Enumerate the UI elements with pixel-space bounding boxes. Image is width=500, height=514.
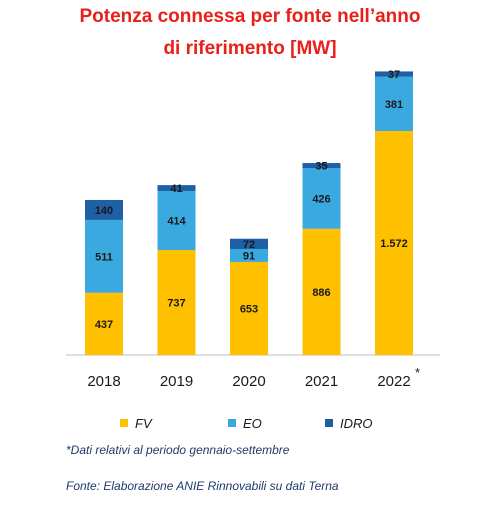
bar-idro-2020: [230, 238, 268, 249]
data-label-eo-2022: 381: [385, 99, 403, 111]
bar-fv-2018: [85, 292, 123, 355]
bar-eo-2018: [85, 219, 123, 293]
data-label-eo-2018: 511: [95, 251, 113, 263]
footnote-partial-year: *Dati relativi al periodo gennaio-settem…: [66, 443, 290, 457]
data-label-fv-2018: 437: [95, 319, 113, 331]
bar-eo-2021: [302, 168, 341, 229]
bar-eo-2020: [230, 248, 268, 262]
data-label-idro-2020: 72: [243, 239, 255, 251]
bar-fv-2020: [230, 261, 268, 355]
bar-fv-2022: [375, 130, 413, 355]
bar-eo-2022: [375, 76, 413, 131]
chart-title-line2: di riferimento [MW]: [163, 38, 337, 59]
data-label-eo-2020: 91: [243, 250, 255, 262]
chart-title-line1: Potenza connessa per fonte nell’anno: [79, 6, 421, 27]
legend-label-fv: FV: [135, 416, 153, 431]
legend-label-eo: EO: [243, 416, 262, 431]
data-label-eo-2021: 426: [312, 193, 330, 205]
data-label-fv-2020: 653: [240, 303, 258, 315]
bar-fv-2021: [302, 228, 341, 355]
x-tick-label-2022: 2022: [377, 373, 410, 390]
data-label-idro-2018: 140: [95, 205, 113, 217]
bar-idro-2018: [85, 199, 123, 220]
data-label-fv-2019: 737: [167, 297, 185, 309]
data-label-idro-2022: 37: [388, 69, 400, 81]
footnote-source: Fonte: Elaborazione ANIE Rinnovabili su …: [66, 479, 339, 493]
legend-swatch-eo: [228, 419, 236, 427]
x-tick-label-2020: 2020: [232, 373, 265, 390]
x-tick-label-2019: 2019: [160, 373, 193, 390]
x-tick-asterisk-2022: *: [415, 365, 420, 380]
legend-swatch-fv: [120, 419, 128, 427]
x-tick-label-2018: 2018: [87, 373, 120, 390]
data-label-idro-2019: 41: [170, 183, 182, 195]
bar-fv-2019: [157, 249, 196, 355]
x-tick-label-2021: 2021: [305, 373, 338, 390]
data-label-fv-2021: 886: [312, 287, 330, 299]
legend-swatch-idro: [325, 419, 333, 427]
bar-eo-2019: [157, 190, 196, 250]
bar-idro-2019: [157, 185, 196, 191]
data-label-fv-2022: 1.572: [380, 238, 408, 250]
data-label-idro-2021: 35: [315, 161, 327, 173]
data-label-eo-2019: 414: [167, 215, 186, 227]
bar-idro-2021: [302, 163, 341, 169]
legend-label-idro: IDRO: [340, 416, 373, 431]
bar-idro-2022: [375, 71, 413, 77]
